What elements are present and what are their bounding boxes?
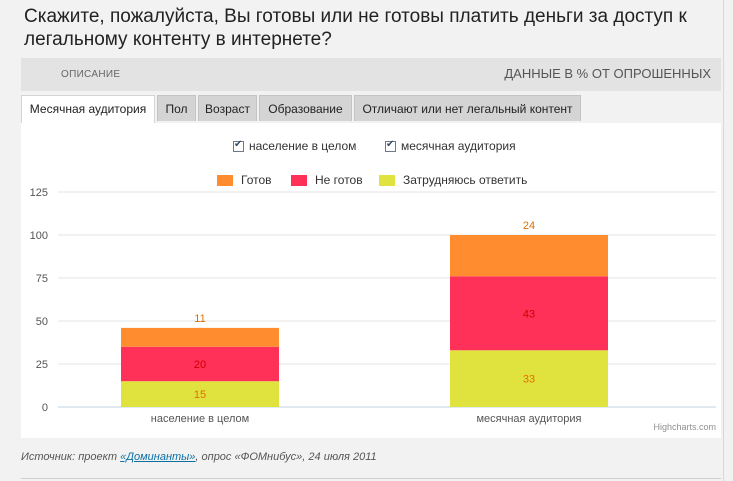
tab-monthly-audience[interactable]: Месячная аудитория: [21, 95, 155, 123]
legend-item-ready[interactable]: Готов: [217, 173, 272, 187]
description-bar: ОПИСАНИЕ ДАННЫЕ В % ОТ ОПРОШЕННЫХ: [21, 58, 721, 91]
filter-population-label: население в целом: [249, 139, 357, 153]
chart-credits[interactable]: Highcharts.com: [653, 422, 716, 432]
legend-item-hard-to-say[interactable]: Затрудняюсь ответить: [379, 173, 527, 187]
stacked-bar-chart: 0 25 50 75 100 125 15 20 11 33 43 24 население в ц…: [30, 187, 716, 432]
bar-segment[interactable]: [450, 350, 608, 407]
x-tick-label: население в целом: [151, 413, 249, 425]
bar-segment[interactable]: [450, 235, 608, 277]
tab-education[interactable]: Образование: [259, 95, 352, 121]
source-link[interactable]: «Доминанты»: [120, 451, 196, 463]
filter-monthly-audience-label: месячная аудитория: [401, 139, 516, 153]
y-tick-label: 125: [30, 187, 48, 199]
filter-monthly-audience[interactable]: месячная аудитория: [385, 139, 516, 153]
source-prefix: Источник: проект: [21, 451, 121, 463]
right-divider: [723, 0, 724, 481]
page-title: Скажите, пожалуйста, Вы готовы или не го…: [24, 6, 687, 50]
legend-label-hard-to-say: Затрудняюсь ответить: [403, 173, 528, 187]
y-tick-label: 50: [36, 316, 48, 328]
y-tick-label: 100: [30, 230, 48, 242]
y-tick-label: 0: [42, 402, 48, 414]
data-label: 11: [194, 313, 205, 325]
bar-segment[interactable]: [121, 327, 279, 347]
tab-legal-content[interactable]: Отличают или нет легальный контент: [354, 95, 581, 121]
x-tick-label: месячная аудитория: [476, 413, 581, 425]
legend-swatch-ready: [217, 174, 233, 186]
bar-segment[interactable]: [450, 276, 608, 351]
y-tick-label: 75: [36, 273, 48, 285]
data-label: 20: [194, 359, 206, 371]
bottom-divider: [21, 478, 721, 479]
legend-swatch-not-ready: [291, 174, 307, 186]
data-label: 15: [194, 389, 206, 401]
y-tick-label: 25: [36, 359, 48, 371]
legend-swatch-hard-to-say: [379, 174, 395, 186]
data-label: 43: [523, 308, 535, 320]
tab-gender[interactable]: Пол: [157, 95, 196, 121]
x-axis: население в целом месячная аудитория: [151, 413, 582, 425]
source-suffix: , опрос «ФОМнибус», 24 июля 2011: [195, 451, 377, 463]
checkbox-checked-icon[interactable]: [385, 139, 396, 152]
bar-segment[interactable]: [121, 346, 279, 382]
data-unit-label: ДАННЫЕ В % ОТ ОПРОШЕННЫХ: [504, 66, 711, 81]
data-label: 33: [523, 374, 535, 386]
source-note: Источник: проект «Доминанты», опрос «ФОМ…: [21, 451, 377, 463]
legend-item-not-ready[interactable]: Не готов: [291, 173, 363, 187]
chart-panel: население в целом месячная аудитория Гот…: [21, 123, 721, 438]
tab-age[interactable]: Возраст: [198, 95, 257, 121]
legend-label-ready: Готов: [241, 173, 272, 187]
description-toggle[interactable]: ОПИСАНИЕ: [61, 69, 121, 80]
filter-population[interactable]: население в целом: [233, 139, 356, 153]
title-area: Скажите, пожалуйста, Вы готовы или не го…: [0, 0, 733, 58]
bars: 15 20 11 33 43 24: [121, 220, 608, 407]
legend-label-not-ready: Не готов: [315, 173, 363, 187]
bar-segment[interactable]: [121, 381, 279, 407]
y-axis: 0 25 50 75 100 125: [30, 187, 48, 414]
data-label: 24: [523, 220, 535, 232]
checkbox-checked-icon[interactable]: [233, 139, 244, 152]
